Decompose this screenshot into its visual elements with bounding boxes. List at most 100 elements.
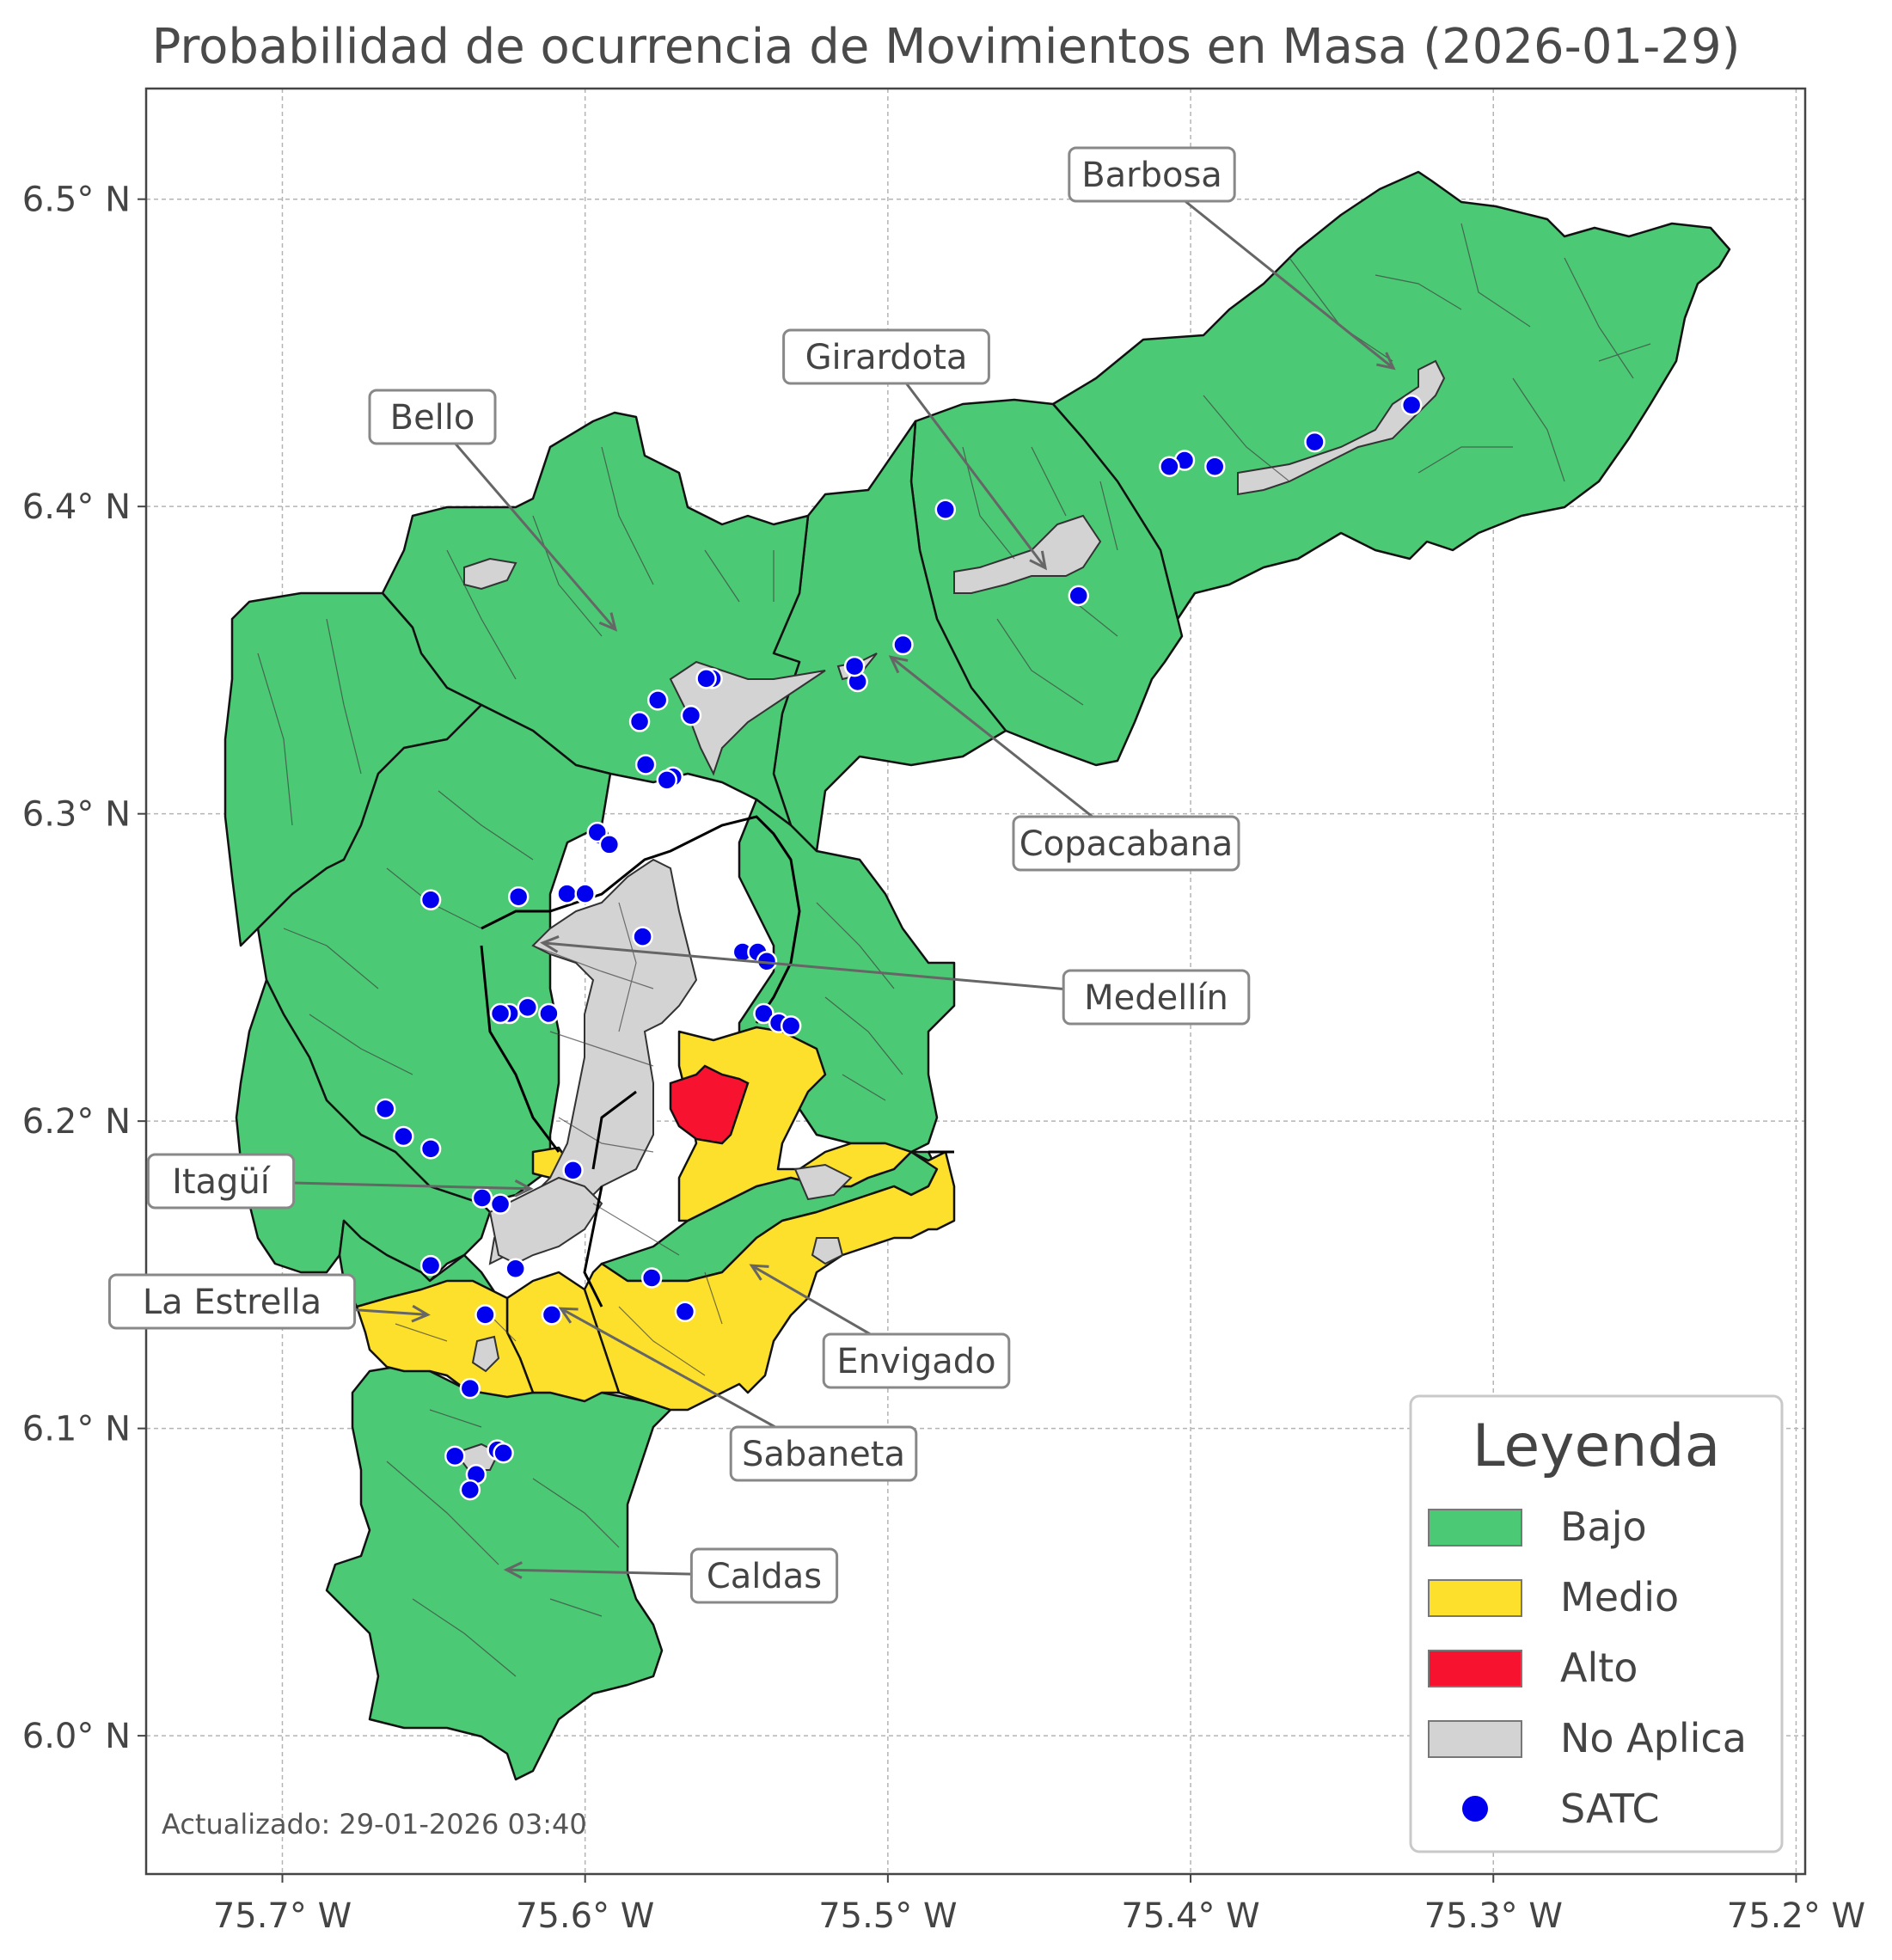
- satc-point: [680, 705, 702, 726]
- annotation-label: Girardota: [805, 338, 968, 377]
- tick-label-lat: 6.3° N: [22, 795, 131, 835]
- satc-points: [374, 394, 1423, 1501]
- annotation-arrowhead: [540, 935, 560, 953]
- satc-point: [517, 996, 539, 1019]
- annotation-arrowhead: [749, 1264, 769, 1281]
- annotation-arrowhead: [888, 655, 909, 674]
- annotation-label: Barbosa: [1081, 156, 1222, 195]
- tick-label-lat: 6.4° N: [22, 487, 131, 527]
- annotation-arrow: [431, 416, 617, 631]
- satc-point: [640, 1267, 663, 1289]
- annotation-box: [1012, 815, 1240, 872]
- annotation-arrowhead: [558, 1307, 579, 1324]
- satc-point: [674, 1301, 696, 1323]
- satc-point: [562, 1160, 584, 1181]
- satc-point: [475, 1304, 496, 1326]
- satc-point: [1400, 394, 1423, 416]
- tick-label-lon: 75.2° W: [1727, 1896, 1865, 1936]
- municipal-boundaries: [480, 815, 954, 1308]
- tick-label-lon: 75.6° W: [516, 1896, 654, 1936]
- tick-label-lat: 6.0° N: [22, 1717, 131, 1756]
- annotation-box: [1062, 969, 1251, 1026]
- satc-point: [489, 1002, 511, 1025]
- annotation-label: Copacabana: [1019, 824, 1234, 864]
- satc-point: [419, 1254, 442, 1277]
- tick-label-lat: 6.1° N: [22, 1410, 131, 1449]
- satc-point: [892, 634, 914, 656]
- municipality-annotations: Barbosa Girardota Bello Copacabana Medellín I…: [107, 146, 1396, 1604]
- satc-point: [459, 1377, 481, 1400]
- satc-point: [541, 1304, 563, 1326]
- satc-point: [419, 1138, 442, 1160]
- satc-point: [419, 889, 442, 911]
- annotation-box: [689, 1547, 839, 1604]
- annotation-label: Sabaneta: [742, 1435, 905, 1474]
- satc-point: [459, 1479, 481, 1501]
- legend-title: Leyenda: [1473, 1412, 1721, 1480]
- satc-point: [1203, 456, 1226, 477]
- annotation-box: [146, 1153, 296, 1210]
- tick-label-lon: 75.5° W: [818, 1896, 957, 1936]
- legend-marker-satc: [1462, 1796, 1488, 1822]
- urban-barbosa: [1237, 359, 1446, 496]
- annotation-box: [782, 328, 990, 385]
- legend-swatch-alto: [1428, 1650, 1522, 1687]
- urban-bello: [669, 660, 826, 776]
- subdivision-lines: [257, 223, 1651, 1677]
- legend-swatch-no-aplica: [1428, 1720, 1522, 1758]
- satc-point: [628, 711, 651, 732]
- annotation-arrow: [885, 356, 1047, 569]
- annotation-arrow: [890, 656, 1127, 845]
- tick-label-lat: 6.5° N: [22, 181, 131, 220]
- annotation-arrowhead: [514, 1179, 534, 1197]
- annotation-box: [368, 389, 497, 445]
- annotation-label: Bello: [390, 398, 475, 438]
- satc-point: [586, 821, 609, 843]
- annotation-arrowhead: [411, 1304, 431, 1323]
- plot-frame: [144, 87, 1807, 1876]
- satc-point: [1068, 585, 1089, 607]
- satc-point: [444, 1445, 466, 1467]
- annotation-box: [107, 1273, 357, 1330]
- legend-swatch-medio: [1428, 1579, 1522, 1617]
- tick-label-lon: 75.3° W: [1424, 1896, 1563, 1936]
- urban-girardota: [953, 514, 1102, 594]
- legend-label-bajo: Bajo: [1560, 1504, 1647, 1550]
- legend-label-alto: Alto: [1560, 1645, 1638, 1691]
- updated-timestamp: Actualizado: 29-01-2026 03:40: [162, 1808, 587, 1841]
- legend-label-medio: Medio: [1560, 1574, 1679, 1620]
- satc-point: [1304, 431, 1326, 453]
- satc-point: [753, 1002, 775, 1025]
- satc-point: [695, 668, 717, 689]
- satc-point: [538, 1002, 560, 1025]
- satc-point: [393, 1125, 414, 1148]
- annotation-arrowhead: [1029, 550, 1048, 571]
- satc-point: [556, 883, 578, 904]
- annotation-label: Envigado: [836, 1342, 995, 1381]
- tick-label-lon: 75.7° W: [213, 1896, 352, 1936]
- satc-point: [489, 1193, 511, 1215]
- satc-point: [374, 1098, 396, 1120]
- satc-point: [634, 754, 657, 775]
- legend-label-satc: SATC: [1560, 1785, 1659, 1832]
- satc-point: [646, 689, 669, 711]
- annotation-label: Caldas: [707, 1557, 822, 1596]
- urban-envigado-2: [811, 1237, 844, 1265]
- urban-la-estrella: [471, 1335, 500, 1373]
- legend-label-no-aplica: No Aplica: [1560, 1715, 1747, 1761]
- region-barbosa: [1051, 170, 1731, 621]
- annotation-arrowhead: [598, 612, 618, 632]
- tick-label-lon: 75.4° W: [1121, 1896, 1259, 1936]
- legend-swatch-bajo: [1428, 1509, 1522, 1547]
- annotation-box: [729, 1425, 918, 1482]
- axis-ticks: 75.7° W 75.6° W 75.5° W 75.4° W 75.3° W 75.2°…: [22, 181, 1865, 1936]
- annotation-label: La Estrella: [143, 1283, 321, 1322]
- satc-point: [780, 1015, 802, 1037]
- satc-point: [656, 769, 678, 791]
- satc-point: [505, 1258, 526, 1280]
- satc-point: [598, 834, 621, 855]
- region-layer: [223, 170, 1731, 1781]
- satc-point: [507, 885, 530, 908]
- annotation-box: [1068, 146, 1236, 203]
